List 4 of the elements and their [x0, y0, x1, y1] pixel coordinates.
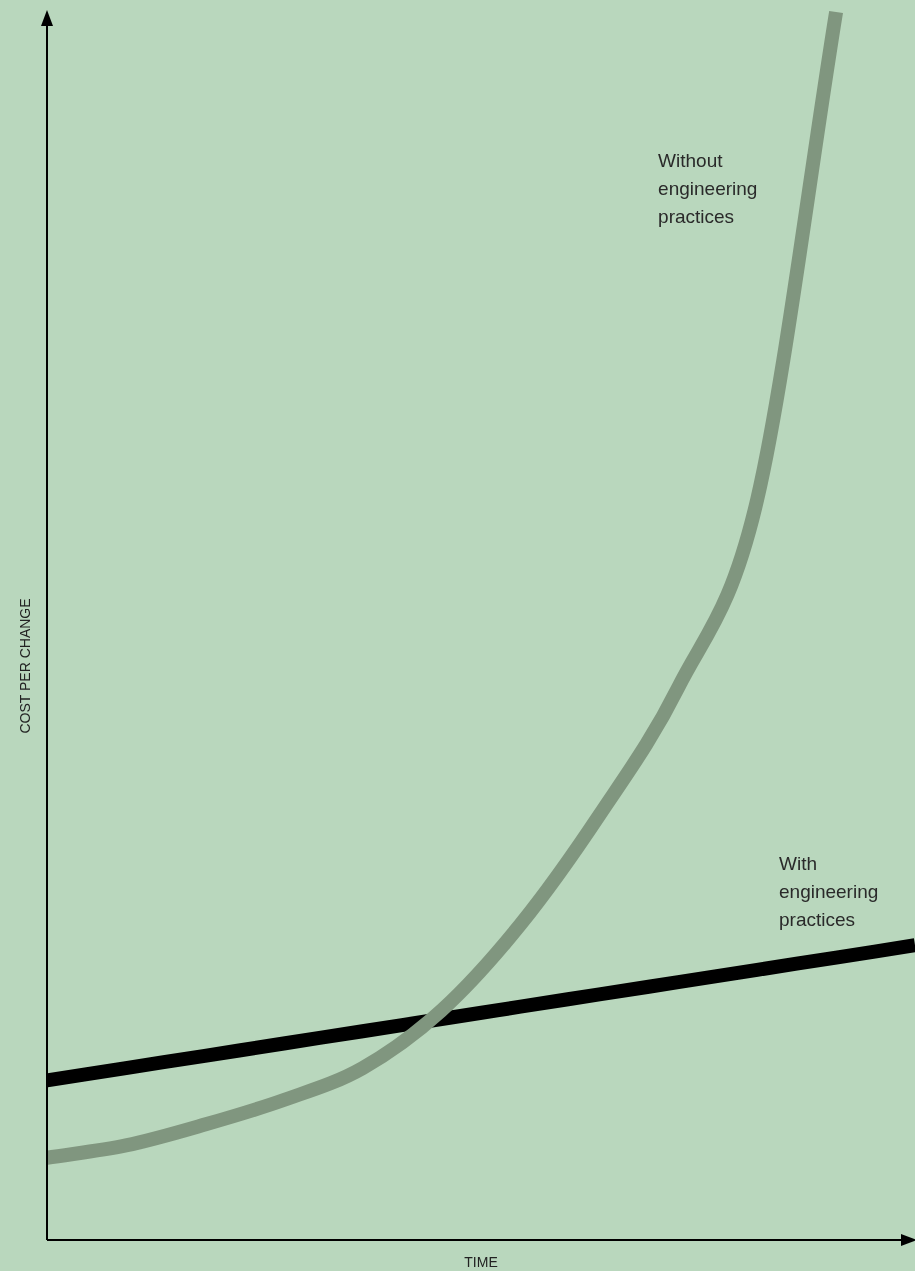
series-label: With engineering practices: [779, 853, 879, 931]
y-axis-title: COST PER CHANGE: [16, 598, 33, 734]
text: Without engineering practices: [658, 149, 758, 227]
x-axis-title: TIME: [464, 1253, 498, 1270]
